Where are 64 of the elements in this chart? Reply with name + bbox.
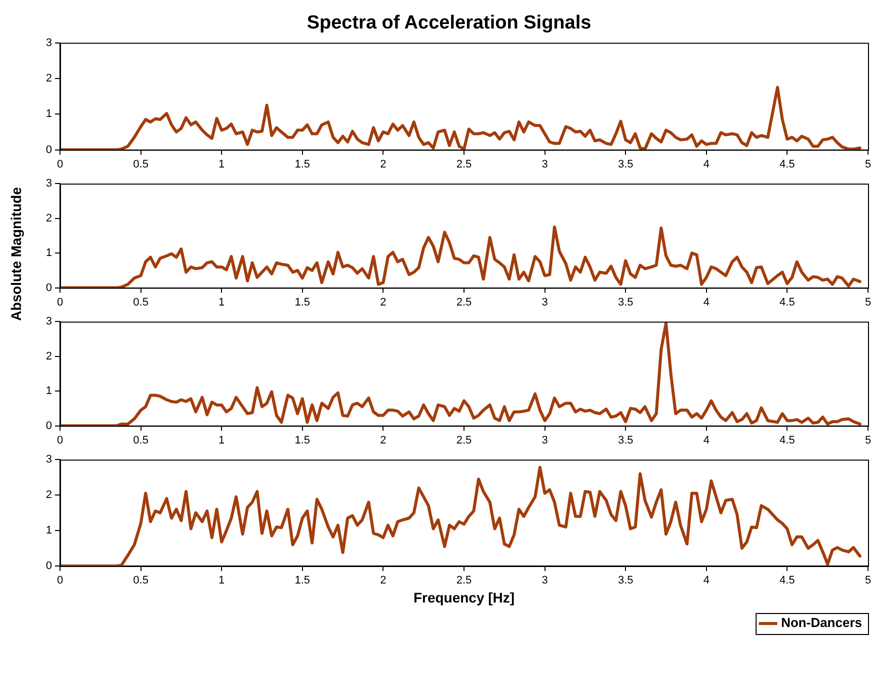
x-tick-label: 4 [703, 434, 710, 446]
x-tick-label: 1.5 [294, 296, 310, 308]
y-axis-title: Absolute Magnitude [8, 186, 25, 323]
x-tick-label: 0 [56, 296, 64, 308]
x-tick-label: 3.5 [618, 158, 634, 170]
x-tick-label: 2.5 [456, 158, 472, 170]
y-tick-label: 2 [46, 72, 52, 84]
y-tick-label: 1 [46, 385, 52, 398]
x-tick-label: 3.5 [618, 434, 634, 446]
x-tick-label: 2.5 [456, 434, 472, 446]
x-axis-title: Frequency [Hz] [413, 589, 515, 606]
x-tick-label: 2.5 [456, 296, 472, 308]
x-tick-label: 0.5 [133, 158, 148, 170]
x-tick-label: 5 [864, 574, 872, 587]
x-tick-label: 1.5 [294, 574, 310, 587]
x-tick-label: 0 [56, 158, 64, 170]
x-tick-label: 1 [218, 158, 225, 170]
y-tick-label: 0 [46, 560, 52, 572]
x-tick-label: 0 [56, 434, 64, 446]
x-tick-label: 1.5 [294, 434, 310, 446]
x-tick-label: 0.5 [133, 434, 148, 446]
x-tick-label: 1.5 [294, 158, 310, 170]
x-tick-label: 0.5 [133, 296, 148, 308]
chart-title: Spectra of Acceleration Signals [306, 12, 592, 34]
legend-label: Non-Dancers [781, 615, 862, 630]
y-tick-label: 1 [46, 247, 52, 260]
x-tick-label: 3 [542, 434, 548, 446]
y-tick-label: 0 [46, 144, 52, 156]
y-tick-label: 2 [46, 350, 52, 362]
y-tick-label: 1 [46, 524, 52, 537]
x-tick-label: 2 [380, 158, 386, 170]
x-tick-label: 2 [380, 574, 386, 587]
x-tick-label: 4.5 [780, 434, 795, 446]
x-tick-label: 2 [380, 434, 386, 446]
x-tick-label: 0.5 [133, 574, 148, 587]
x-tick-label: 1 [218, 296, 225, 308]
x-tick-label: 0 [56, 574, 64, 587]
y-tick-label: 3 [46, 178, 52, 190]
x-tick-label: 5 [864, 434, 872, 446]
x-tick-label: 4 [703, 158, 710, 170]
x-tick-label: 2.5 [456, 574, 472, 587]
x-tick-label: 1 [218, 434, 225, 446]
x-tick-label: 4.5 [780, 574, 795, 587]
x-tick-label: 4 [703, 574, 710, 587]
y-tick-label: 0 [46, 282, 52, 294]
x-tick-label: 3 [542, 574, 548, 587]
y-tick-label: 3 [46, 316, 52, 328]
x-tick-label: 2 [380, 296, 386, 308]
x-tick-label: 3.5 [618, 296, 634, 308]
x-tick-label: 5 [864, 158, 872, 170]
y-tick-label: 2 [46, 212, 52, 224]
x-tick-label: 3 [542, 296, 548, 308]
x-tick-label: 3 [542, 158, 548, 170]
x-tick-label: 4 [703, 296, 710, 308]
y-tick-label: 3 [46, 454, 52, 466]
y-tick-label: 1 [46, 108, 52, 120]
y-tick-label: 0 [46, 420, 52, 432]
y-tick-label: 2 [46, 489, 52, 502]
x-tick-label: 4.5 [780, 158, 795, 170]
x-tick-label: 3.5 [618, 574, 634, 587]
x-tick-label: 4.5 [780, 296, 795, 308]
x-tick-label: 5 [864, 296, 872, 308]
x-tick-label: 1 [218, 574, 225, 587]
y-tick-label: 3 [46, 36, 52, 49]
